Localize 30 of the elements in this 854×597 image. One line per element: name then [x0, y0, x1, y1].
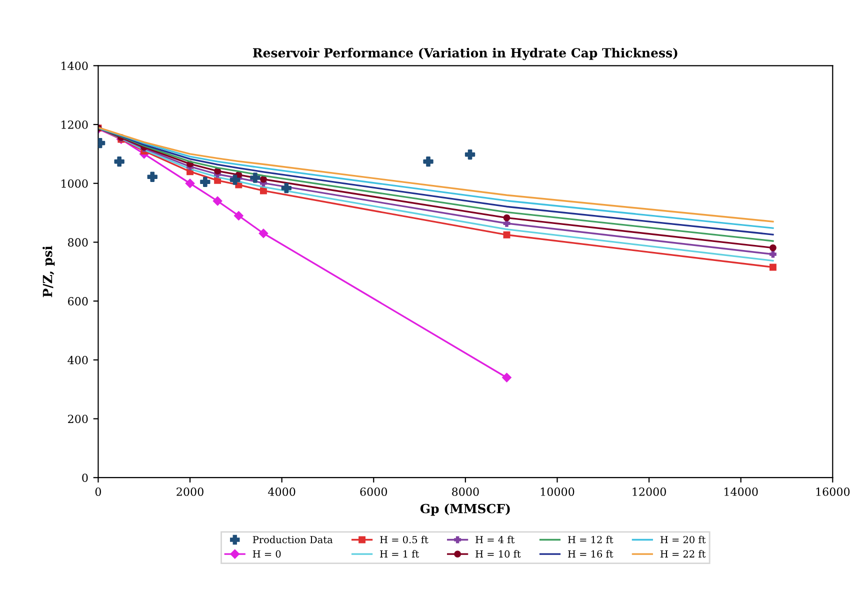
x-tick-label: 16000 — [816, 488, 850, 496]
legend-label: H = 12 ft — [568, 536, 614, 544]
legend-label: Production Data — [252, 536, 333, 544]
x-tick-label: 6000 — [360, 488, 388, 496]
x-tick-label: 10000 — [540, 488, 574, 496]
legend-label: H = 20 ft — [660, 536, 706, 544]
legend-label: H = 16 ft — [568, 550, 614, 558]
x-axis-title: Gp (MMSCF) — [420, 504, 510, 516]
x-tick-label: 2000 — [176, 488, 204, 496]
y-tick-label: 1400 — [62, 62, 88, 70]
legend-label: H = 22 ft — [660, 550, 706, 558]
y-tick-label: 0 — [82, 474, 88, 482]
legend-label: H = 0.5 ft — [380, 536, 428, 544]
x-tick-label: 8000 — [452, 488, 479, 496]
y-tick-label: 200 — [68, 414, 88, 424]
x-tick-label: 0 — [95, 488, 102, 496]
y-axis-title: P/Z, psi — [42, 246, 55, 298]
legend-label: H = 10 ft — [476, 550, 521, 558]
y-tick-label: 1000 — [62, 179, 88, 188]
y-tick-label: 400 — [68, 356, 88, 364]
y-tick-label: 1200 — [62, 120, 88, 129]
x-tick-label: 14000 — [724, 488, 758, 496]
x-tick-label: 4000 — [268, 488, 296, 496]
y-tick-label: 600 — [68, 297, 88, 306]
legend-label: H = 4 ft — [476, 536, 515, 544]
legend-label: H = 0 — [252, 550, 281, 558]
legend-label: H = 1 ft — [380, 550, 420, 558]
x-tick-label: 12000 — [632, 488, 666, 496]
y-tick-label: 800 — [68, 238, 88, 247]
chart-title: Reservoir Performance (Variation in Hydrate Cap Thickness) — [252, 48, 678, 60]
